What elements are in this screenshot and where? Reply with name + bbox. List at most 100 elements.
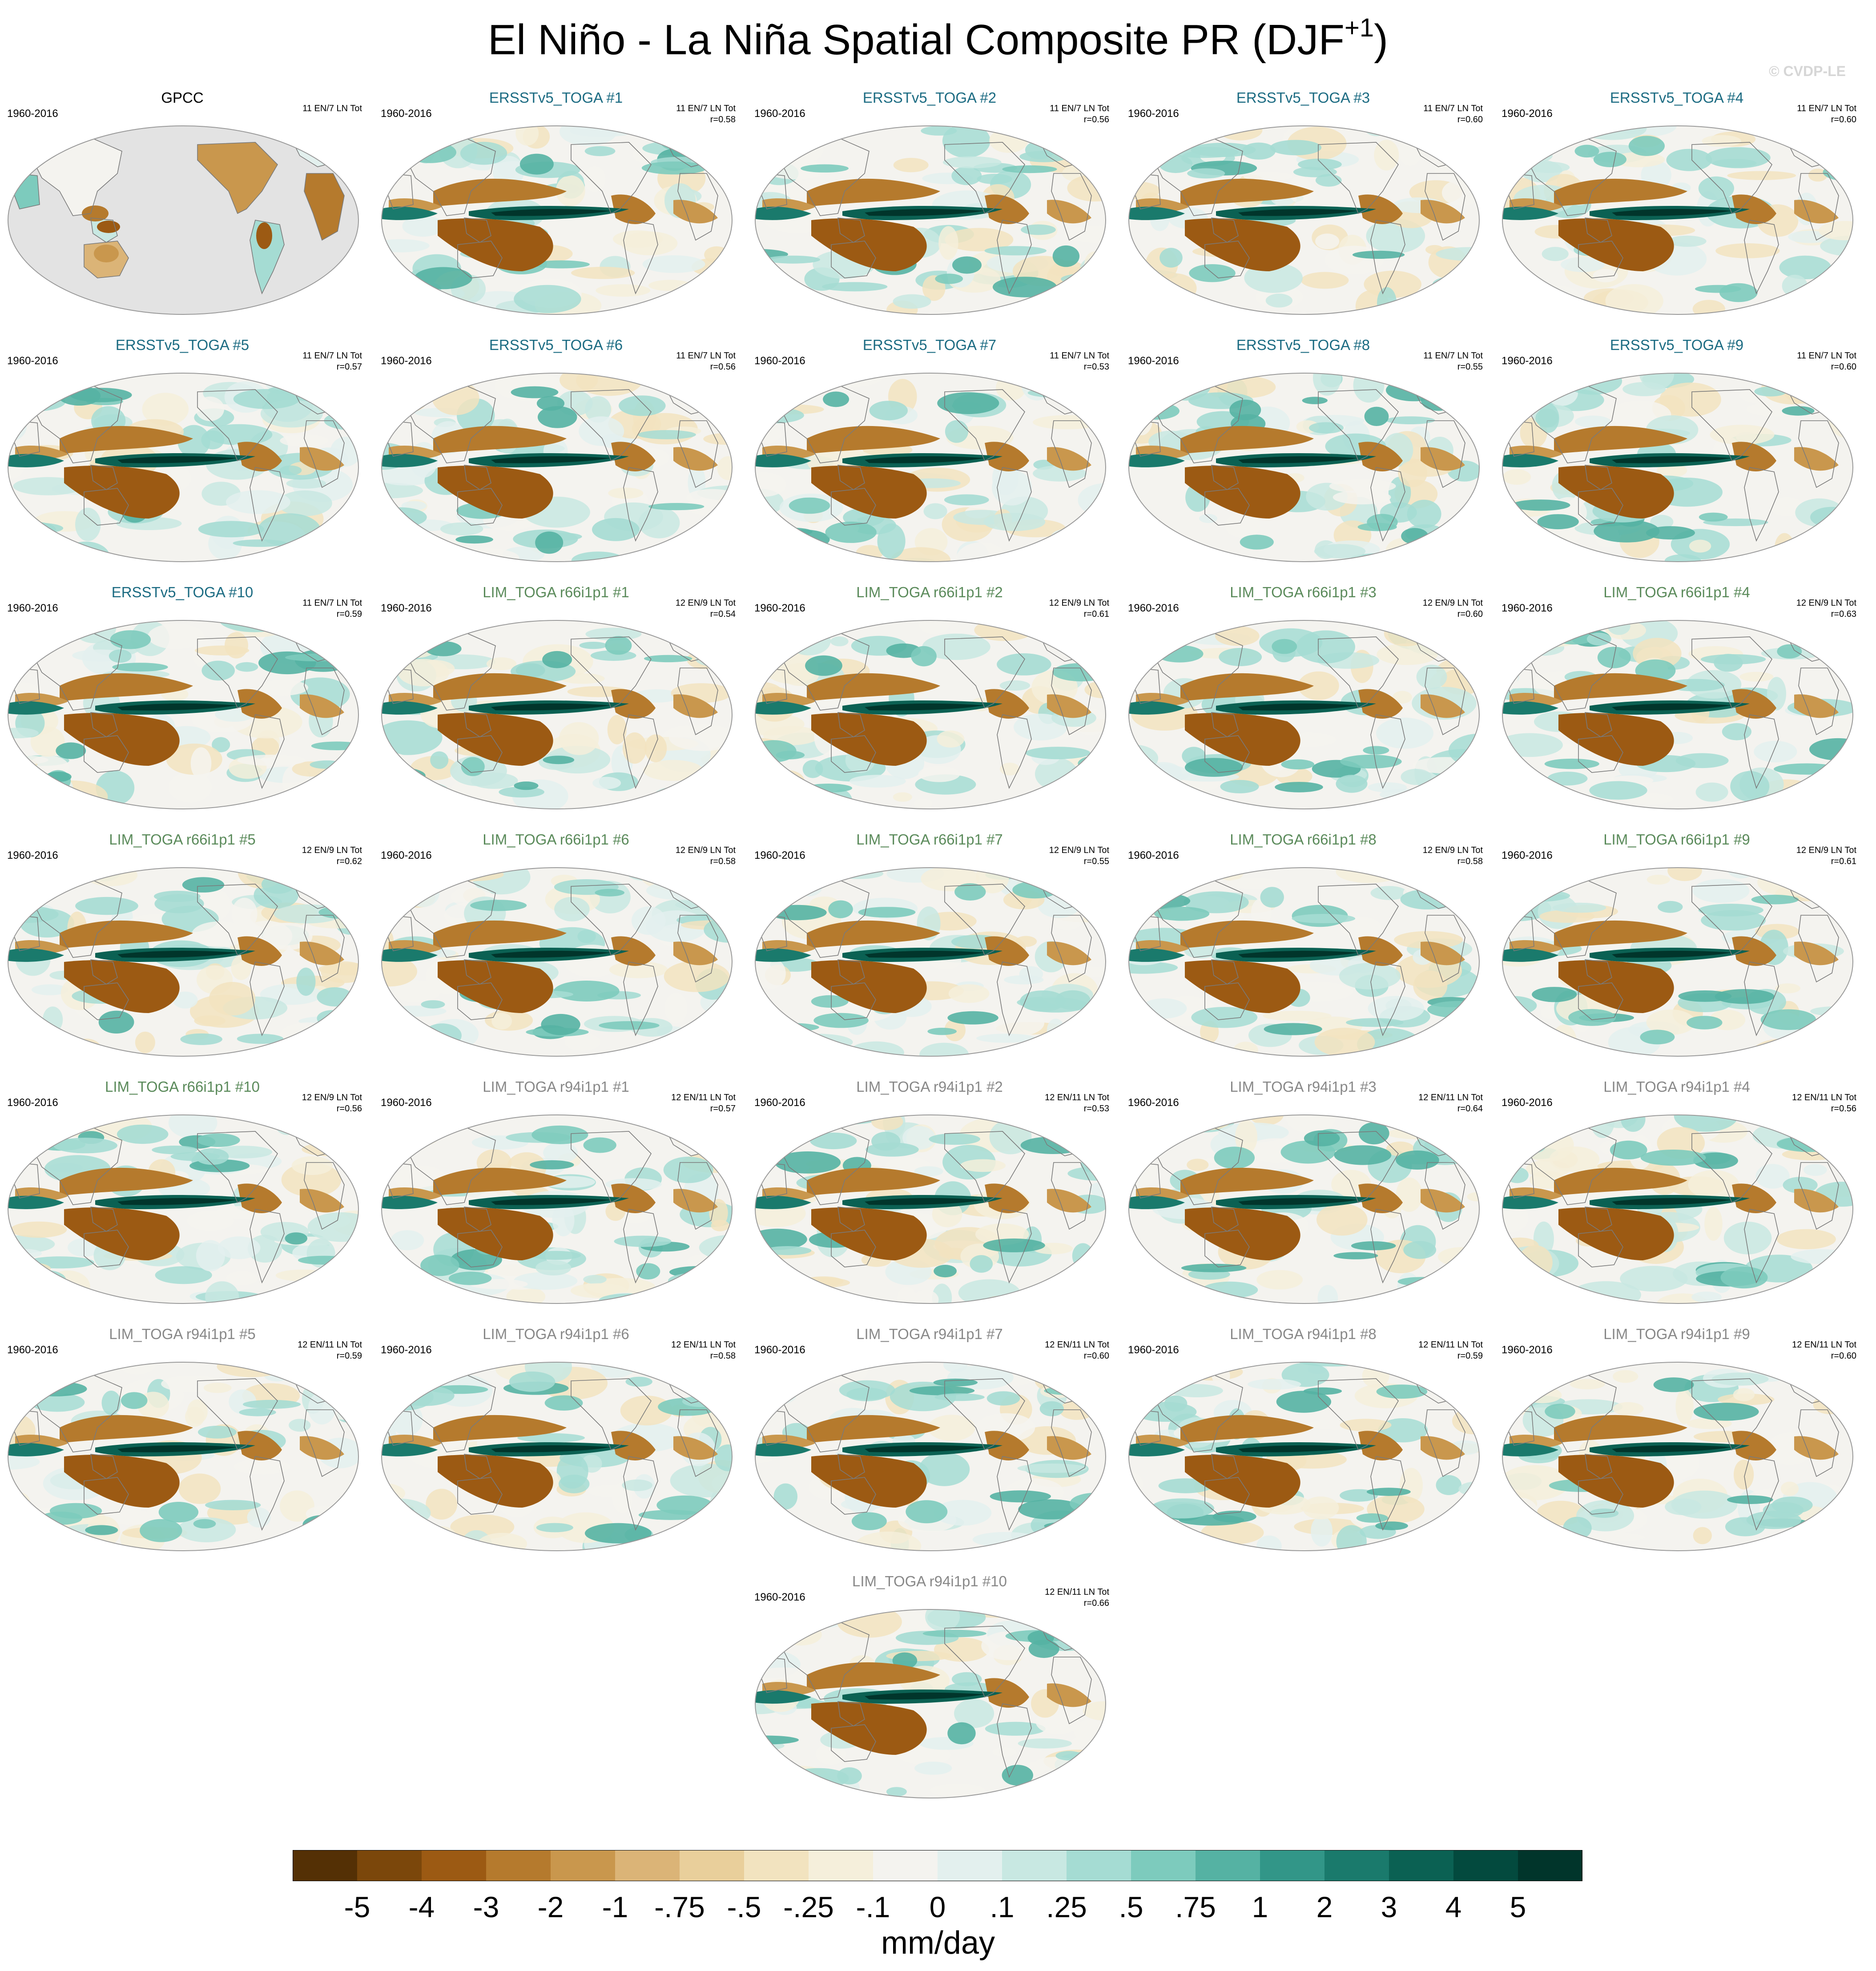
panel-event-counts: 12 EN/11 LN Tot — [1045, 1587, 1109, 1597]
dry-anomaly-africa — [300, 694, 344, 718]
precip-anomaly-blob — [329, 767, 358, 786]
dry-anomaly-amazon — [238, 1431, 282, 1460]
coastline — [1153, 877, 1243, 958]
coastline — [1585, 1207, 1612, 1232]
wet-indian-ocean — [1502, 948, 1558, 962]
chart-title-superscript: +1 — [1344, 13, 1374, 42]
dry-anomaly-north — [1554, 426, 1687, 454]
coastline — [1798, 173, 1839, 241]
coastline — [1153, 630, 1243, 711]
panel-event-counts: 12 EN/9 LN Tot — [302, 845, 362, 855]
coastline — [1578, 735, 1623, 773]
precip-anomaly-blob — [293, 1032, 358, 1042]
precip-anomaly-blob — [1828, 1525, 1853, 1539]
panel-years: 1960-2016 — [7, 602, 58, 614]
panel-event-counts: 12 EN/9 LN Tot — [1422, 598, 1483, 608]
precip-anomaly-blob — [1249, 1115, 1284, 1126]
panel-title: GPCC — [161, 89, 204, 106]
wet-equatorial-core — [1612, 950, 1732, 958]
precip-anomaly-blob — [1370, 886, 1408, 900]
precip-anomaly-blob — [1376, 1384, 1428, 1399]
coastline — [571, 1131, 652, 1203]
panel-event-counts: 12 EN/11 LN Tot — [1045, 1340, 1109, 1350]
precip-anomaly-blob — [657, 1287, 714, 1299]
precip-anomaly-blob — [644, 734, 667, 762]
colorbar-swatch — [1260, 1850, 1325, 1881]
precip-anomaly-blob — [1164, 1395, 1188, 1412]
precip-anomaly-blob — [780, 530, 830, 549]
panel-years: 1960-2016 — [1502, 602, 1553, 614]
precip-anomaly-blob — [1552, 902, 1606, 913]
precip-anomaly-blob — [1159, 248, 1183, 268]
precip-anomaly-blob — [1154, 906, 1210, 921]
dry-anomaly-north — [807, 1662, 940, 1690]
precip-anomaly-blob — [195, 1148, 229, 1165]
precip-anomaly-blob — [877, 523, 906, 559]
precip-anomaly-blob — [460, 141, 507, 165]
precip-anomaly-blob — [1782, 406, 1815, 416]
map-border — [1502, 1362, 1853, 1551]
wet-indian-ocean — [8, 701, 64, 715]
precip-anomaly-blob — [386, 887, 434, 900]
precip-anomaly-blob — [579, 642, 608, 649]
precip-anomaly-blob — [1521, 640, 1565, 656]
dry-anomaly-north — [1554, 673, 1687, 701]
coastline — [250, 1209, 285, 1284]
precip-anomaly-blob — [180, 1033, 223, 1045]
precip-anomaly-blob — [1292, 914, 1356, 923]
panel-title: LIM_TOGA r94i1p1 #4 — [1603, 1078, 1750, 1095]
wet-indian-ocean — [8, 1195, 64, 1209]
precip-anomaly-blob — [8, 1035, 25, 1053]
precip-anomaly-blob — [233, 539, 287, 547]
panel-years: 1960-2016 — [7, 849, 58, 861]
precip-anomaly-blob — [700, 527, 727, 550]
colorbar-swatch — [938, 1850, 1002, 1881]
map-border — [1502, 620, 1853, 809]
precip-anomaly-blob — [1235, 1120, 1257, 1154]
precip-anomaly-blob — [755, 1267, 789, 1285]
coastline — [464, 959, 491, 985]
precip-anomaly-blob — [1060, 1378, 1106, 1393]
precip-anomaly-blob — [686, 872, 719, 904]
precip-anomaly-blob — [765, 255, 821, 264]
panel-title: LIM_TOGA r94i1p1 #2 — [856, 1078, 1003, 1095]
precip-anomaly-blob — [983, 513, 1046, 531]
coastline — [197, 1378, 278, 1451]
dry-anomaly-amazon — [611, 1431, 656, 1460]
panel-pattern-correlation: r=0.60 — [1457, 609, 1483, 619]
precip-anomaly-blob — [1688, 1170, 1739, 1199]
precip-anomaly-blob — [823, 391, 849, 407]
coastline — [457, 1230, 503, 1267]
coastline — [1798, 668, 1839, 736]
precip-anomaly-blob — [517, 1433, 585, 1443]
precip-anomaly-blob — [1133, 285, 1184, 306]
precip-anomaly-blob — [607, 715, 627, 744]
precip-anomaly-blob — [1502, 1520, 1542, 1542]
panel-years: 1960-2016 — [1502, 108, 1553, 120]
precip-anomaly-blob — [669, 724, 732, 751]
precip-anomaly-blob — [648, 280, 692, 291]
precip-anomaly-blob — [382, 878, 423, 908]
panel-map — [8, 1362, 359, 1551]
panel-pattern-correlation: r=0.57 — [336, 362, 362, 372]
precip-anomaly-blob — [927, 1028, 957, 1035]
precip-anomaly-blob — [1657, 463, 1687, 478]
dry-anomaly-africa — [300, 941, 344, 965]
precip-anomaly-blob — [382, 956, 417, 987]
precip-anomaly-blob — [781, 624, 810, 633]
precip-anomaly-blob — [584, 1523, 652, 1544]
colorbar-tick-label: -3 — [473, 1891, 499, 1923]
precip-anomaly-blob — [1281, 759, 1315, 770]
panel-title: ERSSTv5_TOGA #7 — [862, 337, 997, 353]
colorbar-labels: -5 -4 -3 -2 -1 -.75 -.5 -.25 -.1 0 .1 .25 .5 .75 1 2 3 4 5 — [0, 1889, 1876, 1925]
precip-anomaly-blob — [299, 620, 358, 635]
coastline — [32, 1372, 122, 1452]
panel-pattern-correlation: r=0.63 — [1831, 609, 1856, 619]
precip-anomaly-blob — [755, 1362, 820, 1387]
colorbar-tick-label: -4 — [408, 1891, 435, 1923]
precip-anomaly-blob — [1276, 1391, 1332, 1413]
precip-anomaly-blob — [1129, 292, 1187, 314]
colorbar-swatch — [422, 1850, 487, 1881]
precip-anomaly-blob — [934, 1393, 985, 1401]
coastline — [1153, 1372, 1243, 1452]
